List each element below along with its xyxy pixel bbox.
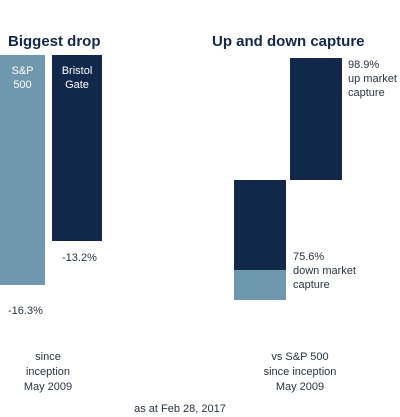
value-label-sp500: -16.3%: [8, 305, 43, 317]
right-footnote: vs S&P 500 since inception May 2009: [263, 351, 337, 393]
bar-sp500: [0, 55, 45, 285]
left-footnote: since inception May 2009: [23, 351, 73, 393]
value-label-down-capture: 75.6% down market capture: [293, 251, 356, 291]
value-label-bristol-gate: -13.2%: [62, 252, 97, 265]
bar-down-capture: [234, 180, 286, 270]
bar-down-capture-benchmark: [234, 270, 286, 300]
right-title: Up and down capture: [212, 33, 365, 50]
as-at-date: as at Feb 28, 2017: [134, 403, 226, 415]
category-label-bristol-gate: Bristol Gate: [61, 65, 93, 91]
bar-up-capture: [290, 58, 342, 180]
category-label-sp500: S&P 500: [11, 65, 34, 91]
value-label-up-capture: 98.9% up market capture: [348, 59, 397, 99]
left-title: Biggest drop: [8, 33, 101, 50]
bar-bristol-gate: [52, 55, 102, 242]
